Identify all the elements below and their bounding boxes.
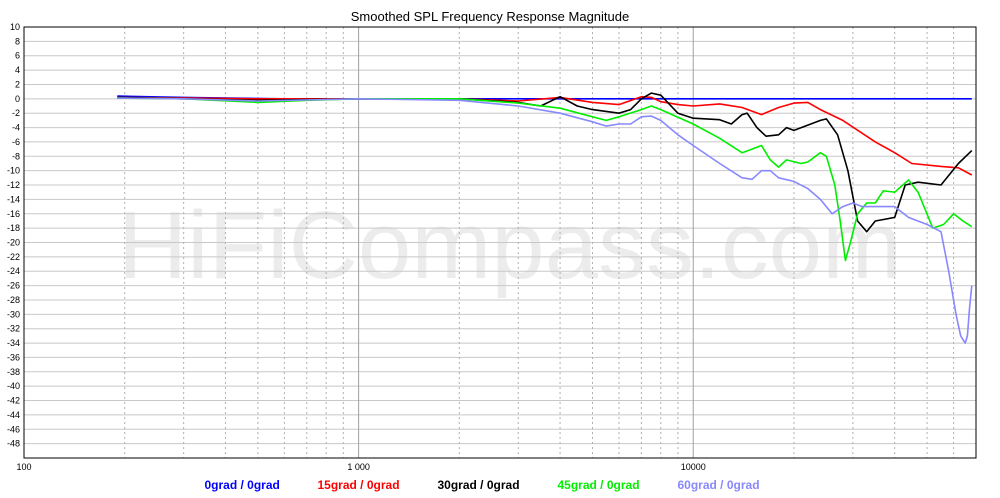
y-tick-label: -24 bbox=[7, 266, 20, 276]
y-tick-label: -18 bbox=[7, 223, 20, 233]
y-tick-label: -34 bbox=[7, 338, 20, 348]
watermark: HiFiCompass.com bbox=[118, 192, 902, 299]
y-tick-label: 6 bbox=[15, 51, 20, 61]
y-tick-label: 4 bbox=[15, 65, 20, 75]
y-tick-label: -12 bbox=[7, 180, 20, 190]
plot-frame bbox=[23, 26, 977, 459]
grid bbox=[23, 26, 977, 458]
x-axis: 100 1 000 10000 bbox=[16, 462, 705, 472]
x-tick-label: 10000 bbox=[681, 462, 706, 472]
y-tick-label: -28 bbox=[7, 295, 20, 305]
y-tick-label: -8 bbox=[12, 151, 20, 161]
y-tick-label: 2 bbox=[15, 79, 20, 89]
legend-entry-4: 60grad / 0grad bbox=[678, 478, 760, 492]
y-tick-label: -44 bbox=[7, 410, 20, 420]
series-line-2 bbox=[117, 92, 973, 233]
y-tick-label: -6 bbox=[12, 137, 20, 147]
y-tick-label: -10 bbox=[7, 166, 20, 176]
y-tick-label: -2 bbox=[12, 108, 20, 118]
y-tick-label: -30 bbox=[7, 309, 20, 319]
y-axis: 10 8 6 4 2 0 -2 -4 -6 -8 -10 -12 -14 -16 -18 -20 -22 -24 -… bbox=[7, 22, 20, 449]
y-tick-label: -22 bbox=[7, 252, 20, 262]
y-tick-label: -14 bbox=[7, 194, 20, 204]
y-tick-label: -4 bbox=[12, 123, 20, 133]
y-tick-label: -40 bbox=[7, 381, 20, 391]
legend-entry-1: 15grad / 0grad bbox=[318, 478, 400, 492]
series-line-1 bbox=[117, 95, 973, 176]
legend-entry-0: 0grad / 0grad bbox=[205, 478, 280, 492]
series-line-4 bbox=[117, 97, 973, 344]
y-tick-label: -38 bbox=[7, 367, 20, 377]
y-tick-label: -16 bbox=[7, 209, 20, 219]
y-tick-label: -26 bbox=[7, 281, 20, 291]
y-tick-label: -32 bbox=[7, 324, 20, 334]
legend-entry-2: 30grad / 0grad bbox=[438, 478, 520, 492]
series-line-3 bbox=[117, 97, 973, 262]
y-tick-label: 0 bbox=[15, 94, 20, 104]
x-tick-label: 1 000 bbox=[347, 462, 370, 472]
series-lines bbox=[117, 92, 973, 344]
y-tick-label: 8 bbox=[15, 36, 20, 46]
y-tick-label: -20 bbox=[7, 238, 20, 248]
watermark-text: HiFiCompass.com bbox=[118, 192, 902, 299]
legend-entry-3: 45grad / 0grad bbox=[558, 478, 640, 492]
y-tick-label: -46 bbox=[7, 424, 20, 434]
y-tick-label: -36 bbox=[7, 352, 20, 362]
y-tick-label: -48 bbox=[7, 439, 20, 449]
x-tick-label: 100 bbox=[16, 462, 31, 472]
y-tick-label: -42 bbox=[7, 396, 20, 406]
chart-title: Smoothed SPL Frequency Response Magnitud… bbox=[351, 9, 629, 24]
y-tick-label: 10 bbox=[10, 22, 20, 32]
legend: 0grad / 0grad 15grad / 0grad 30grad / 0gra… bbox=[205, 478, 760, 492]
